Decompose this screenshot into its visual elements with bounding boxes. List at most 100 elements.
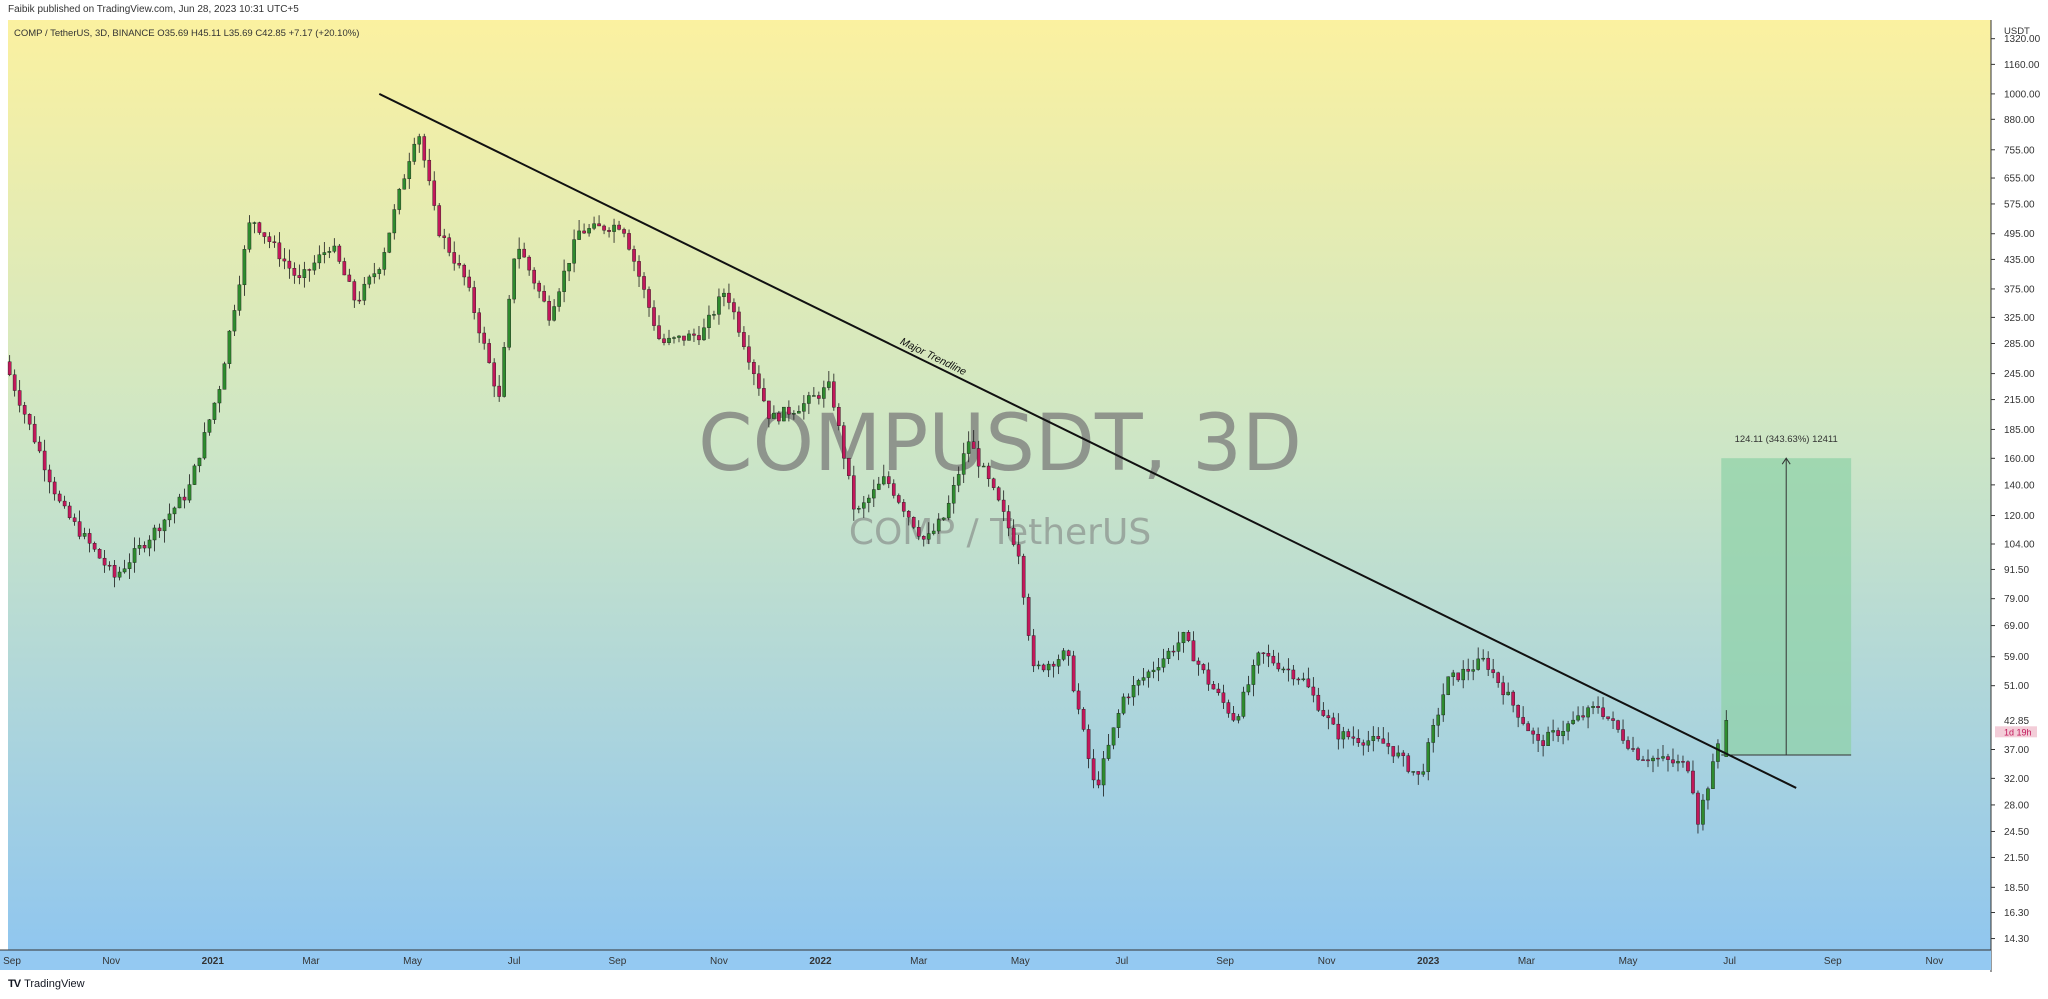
candle-body (1691, 770, 1695, 794)
last-price-label: 42.85 (2004, 716, 2029, 727)
candle-body (117, 571, 122, 578)
candle-body (1361, 742, 1366, 746)
candle-body (1581, 715, 1585, 718)
price-tick-label: 245.00 (2004, 369, 2035, 380)
price-tick-label: 435.00 (2004, 255, 2035, 266)
candle-body (597, 223, 601, 227)
candle-body (627, 233, 631, 250)
candle-body (457, 263, 462, 266)
candle-body (1276, 662, 1281, 670)
candle-body (292, 268, 297, 276)
tradingview-logo[interactable]: TV TradingView (8, 978, 85, 990)
candle-body (1096, 779, 1101, 786)
candle-body (537, 282, 541, 292)
candle-body (1246, 684, 1251, 693)
candle-body (432, 180, 437, 206)
candle-body (417, 136, 422, 145)
candle-body (547, 301, 551, 321)
candle-body (232, 310, 237, 332)
candle-body (152, 527, 157, 541)
price-tick-label: 21.50 (2004, 853, 2029, 864)
candle-body (1481, 657, 1485, 660)
time-scale-band[interactable] (0, 950, 1991, 970)
candle-body (1376, 736, 1381, 740)
candle-body (1631, 748, 1635, 750)
candle-body (612, 224, 616, 232)
candle-body (1406, 755, 1411, 772)
candle-body (1626, 740, 1630, 749)
candle-body (1266, 653, 1271, 657)
candle-body (737, 311, 741, 333)
candle-body (866, 497, 871, 503)
candle-body (1381, 738, 1386, 744)
time-tick-label: Jul (1115, 956, 1128, 967)
candle-body (527, 256, 531, 271)
candle-body (1471, 669, 1475, 672)
candle-body (1591, 706, 1595, 708)
candle-body (1701, 799, 1705, 825)
candle-body (1216, 688, 1221, 694)
candle-body (307, 269, 312, 271)
candle-body (1541, 740, 1545, 746)
candle-body (622, 229, 626, 234)
candle-body (687, 333, 691, 341)
price-tick-label: 495.00 (2004, 229, 2035, 240)
candle-body (142, 545, 147, 549)
candle-body (1466, 668, 1470, 672)
candle-body (857, 508, 861, 510)
candle-body (257, 222, 262, 233)
candle-body (12, 374, 17, 391)
candle-body (397, 188, 402, 210)
candle-body (102, 557, 107, 566)
candle-body (752, 362, 756, 375)
candle-body (931, 530, 936, 534)
candle-body (602, 225, 606, 231)
candle-body (1371, 736, 1376, 741)
measure-label: 124.11 (343.63%) 12411 (1735, 434, 1838, 445)
candle-body (1016, 544, 1021, 557)
candle-body (502, 347, 506, 397)
candle-body (1036, 664, 1041, 667)
candle-body (1206, 669, 1211, 685)
candle-body (122, 568, 127, 573)
candle-body (1226, 702, 1231, 714)
candle-body (842, 425, 846, 459)
measure-arrow-head (1781, 457, 1791, 465)
candle-body (137, 545, 142, 549)
price-tick-label: 1160.00 (2004, 60, 2040, 71)
candle-body (1316, 694, 1321, 711)
candle-body (147, 539, 152, 549)
candle-body (1341, 731, 1346, 740)
candle-body (966, 441, 971, 454)
candle-body (1031, 635, 1036, 667)
candle-body (1306, 678, 1311, 688)
candle-body (202, 432, 207, 459)
candle-body (112, 565, 117, 578)
candle-body (1666, 756, 1670, 760)
candle-body (497, 385, 501, 397)
candle-body (377, 269, 382, 274)
candle-body (891, 483, 896, 496)
candle-body (1336, 723, 1341, 740)
candle-body (132, 548, 137, 563)
price-tick-label: 16.30 (2004, 908, 2029, 919)
candle-body (1661, 756, 1665, 759)
candle-body (996, 487, 1001, 501)
candle-body (652, 307, 656, 326)
candle-body (1416, 771, 1421, 775)
candle-body (37, 441, 42, 452)
candle-body (327, 251, 332, 253)
candle-body (1331, 717, 1336, 725)
candle-body (27, 414, 32, 425)
candle-body (1241, 691, 1246, 717)
candle-body (22, 405, 27, 415)
candle-body (642, 276, 646, 290)
price-tick-label: 880.00 (2004, 115, 2035, 126)
time-tick-label: Mar (910, 956, 928, 967)
candle-body (1196, 660, 1201, 665)
price-tick-label: 37.00 (2004, 745, 2029, 756)
candle-body (157, 527, 162, 532)
candle-body (227, 330, 232, 364)
candle-body (252, 222, 257, 224)
